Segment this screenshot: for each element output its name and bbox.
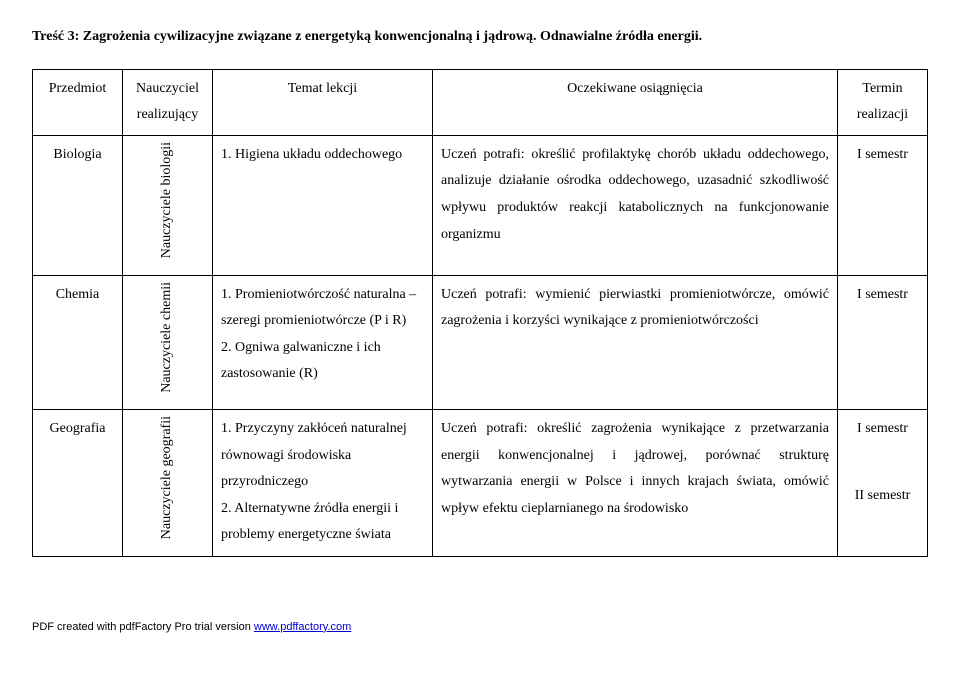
header-temat: Temat lekcji [213, 69, 433, 135]
termin-value-1: I semestr [846, 416, 919, 443]
footer-link[interactable]: www.pdffactory.com [254, 621, 351, 633]
cell-nauczyciel: Nauczyciele biologii [123, 135, 213, 275]
cell-nauczyciel: Nauczyciele geografii [123, 409, 213, 556]
cell-temat: 1. Przyczyny zakłóceń naturalnej równowa… [213, 409, 433, 556]
cell-termin: I semestr [838, 135, 928, 275]
cell-oczekiwane: Uczeń potrafi: określić profilaktykę cho… [433, 135, 838, 275]
curriculum-table: Przedmiot Nauczyciel realizujący Temat l… [32, 69, 928, 557]
cell-temat: 1. Higiena układu oddechowego [213, 135, 433, 275]
document-title: Treść 3: Zagrożenia cywilizacyjne związa… [32, 24, 928, 51]
cell-oczekiwane: Uczeń potrafi: wymienić pierwiastki prom… [433, 275, 838, 409]
header-termin: Termin realizacji [838, 69, 928, 135]
vertical-label: Nauczyciele chemii [154, 282, 181, 393]
cell-przedmiot: Chemia [33, 275, 123, 409]
cell-oczekiwane: Uczeń potrafi: określić zagrożenia wynik… [433, 409, 838, 556]
header-nauczyciel: Nauczyciel realizujący [123, 69, 213, 135]
table-header-row: Przedmiot Nauczyciel realizujący Temat l… [33, 69, 928, 135]
cell-temat: 1. Promieniotwórczość naturalna – szereg… [213, 275, 433, 409]
cell-nauczyciel: Nauczyciele chemii [123, 275, 213, 409]
table-row: Biologia Nauczyciele biologii 1. Higiena… [33, 135, 928, 275]
cell-termin: I semestr II semestr [838, 409, 928, 556]
cell-termin: I semestr [838, 275, 928, 409]
header-przedmiot: Przedmiot [33, 69, 123, 135]
footer-text: PDF created with pdfFactory Pro trial ve… [32, 621, 254, 633]
termin-value-2: II semestr [846, 483, 919, 510]
table-row: Chemia Nauczyciele chemii 1. Promieniotw… [33, 275, 928, 409]
table-row: Geografia Nauczyciele geografii 1. Przyc… [33, 409, 928, 556]
vertical-label: Nauczyciele geografii [154, 416, 181, 539]
vertical-label: Nauczyciele biologii [154, 142, 181, 258]
cell-przedmiot: Geografia [33, 409, 123, 556]
pdf-footer: PDF created with pdfFactory Pro trial ve… [32, 617, 928, 638]
header-oczekiwane: Oczekiwane osiągnięcia [433, 69, 838, 135]
cell-przedmiot: Biologia [33, 135, 123, 275]
